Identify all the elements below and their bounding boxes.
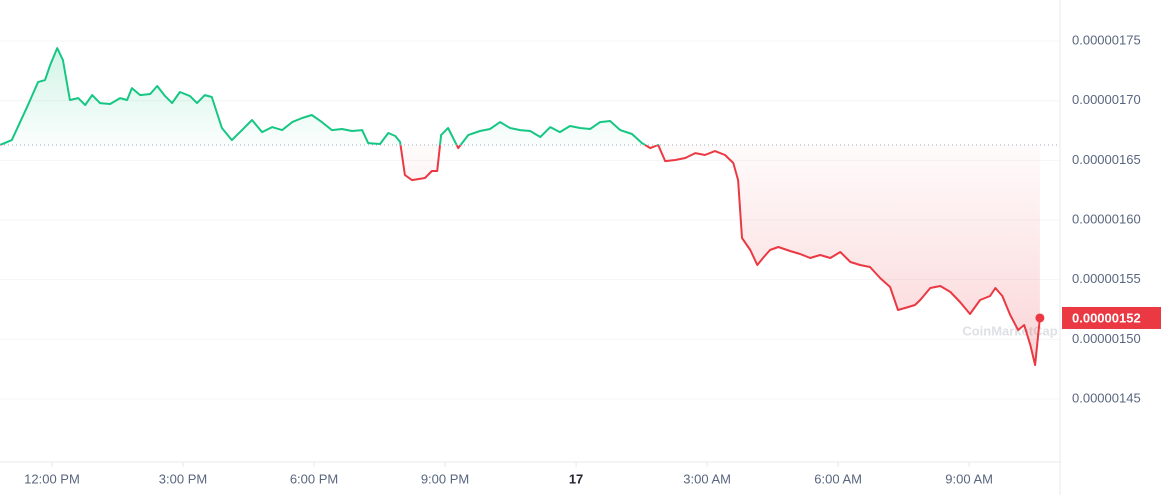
price-tag-bg [1062,306,1161,329]
x-tick-label: 3:00 PM [159,471,207,486]
x-tick-label: 9:00 AM [945,471,993,486]
price-line-below [0,144,1041,366]
price-area-below [0,144,1040,365]
y-tick-label: 0.00000165 [1072,152,1141,167]
x-tick-label: 12:00 PM [24,471,80,486]
watermark: CoinMarketCap [962,323,1057,338]
x-tick-label: 17 [569,471,583,486]
x-tick-label: 3:00 AM [683,471,731,486]
y-tick-label: 0.00000175 [1072,32,1141,47]
y-tick-label: 0.00000145 [1072,390,1141,405]
y-tick-label: 0.00000160 [1072,211,1141,226]
price-line-above [0,47,660,145]
y-tick-label: 0.00000170 [1072,92,1141,107]
x-tick-label: 6:00 AM [814,471,862,486]
x-tick-label: 6:00 PM [290,471,338,486]
x-tick-label: 9:00 PM [421,471,469,486]
y-tick-label: 0.00000150 [1072,331,1141,346]
price-tag: 0.00000152 [1072,310,1141,325]
price-area-above [0,48,646,145]
y-tick-label: 0.00000155 [1072,271,1141,286]
last-point [1035,313,1045,323]
